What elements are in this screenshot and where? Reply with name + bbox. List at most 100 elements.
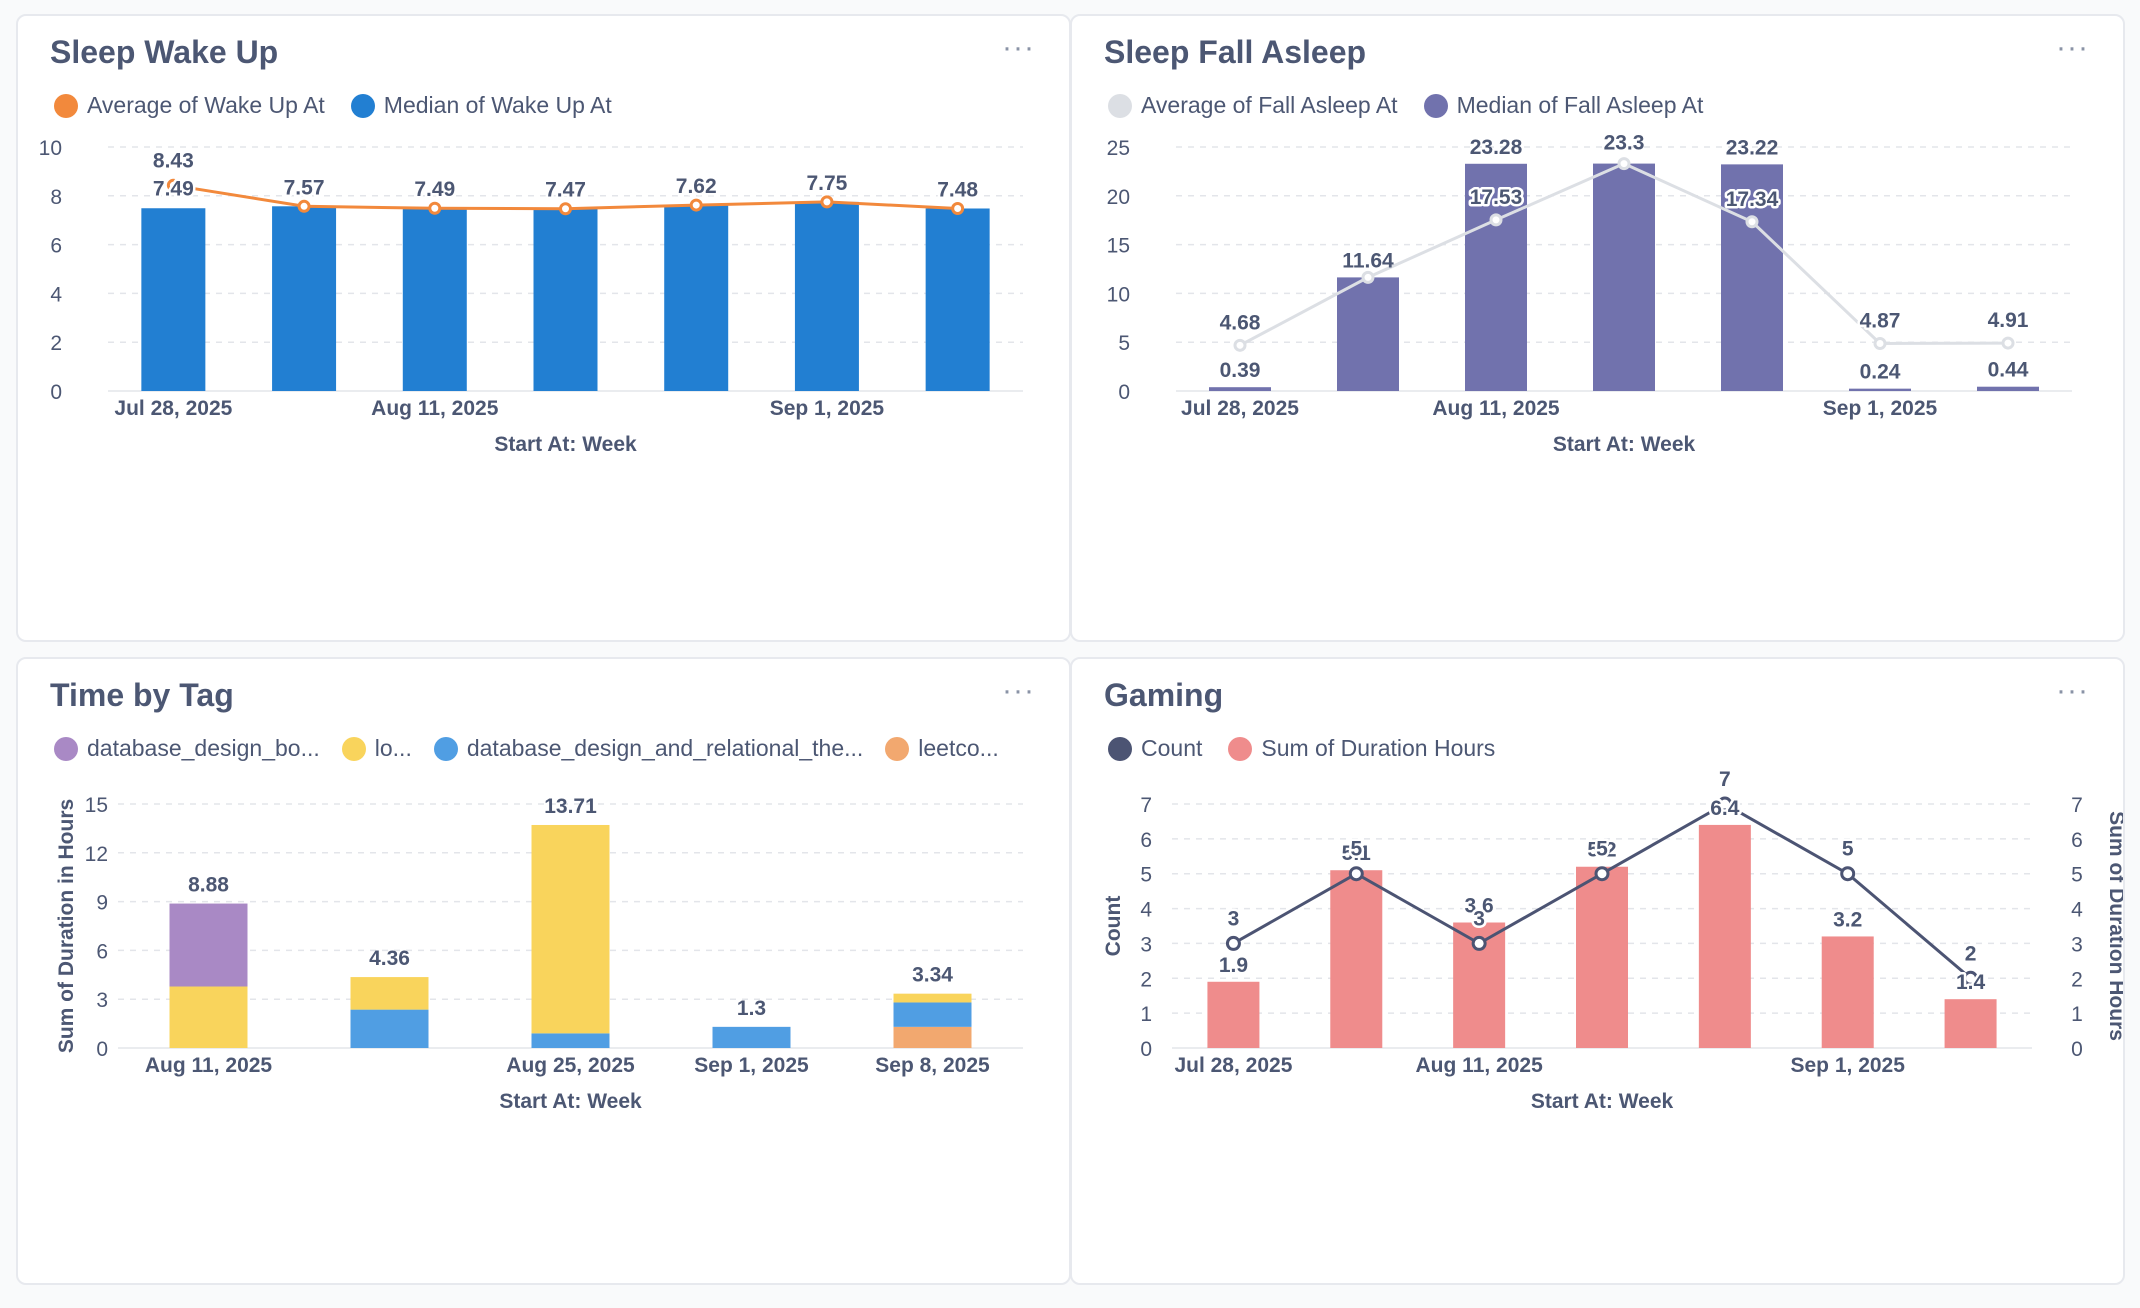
data-label-median: 23.22 [1726,136,1779,159]
y-tick-label: 1 [1140,1003,1152,1026]
legend-dot-icon [54,93,78,118]
data-label-total: 4.36 [369,947,410,970]
y-tick-label: 0 [50,381,62,404]
data-label-average: 4.87 [1860,309,1901,332]
legend-label: Median of Fall Asleep At [1456,92,1704,118]
point-average-fall-asleep [1873,336,1887,350]
bar-sum-duration-hours [1207,981,1260,1048]
more-options-icon[interactable]: ··· [1002,674,1035,707]
wake-up-chart: 0 2 4 6 8 10 7.49 7.57 7.49 7.47 7.62 7.75 7.48 8.43 J… [39,137,1023,456]
legend-item-database-design-relational[interactable]: database_design_and_relational_the... [433,735,863,762]
x-tick-label: Aug 11, 2025 [145,1054,273,1077]
legend-dot-icon [1228,736,1253,761]
point-average-wake-up [297,199,311,213]
legend-label: leetco... [918,735,999,761]
point-average-fall-asleep [1617,157,1631,171]
more-options-icon[interactable]: ··· [2056,31,2089,64]
x-axis-title: Start At: Week [1553,433,1696,456]
legend-item-average-fall-asleep[interactable]: Average of Fall Asleep At [1108,92,1398,119]
legend-dot-icon [341,736,366,761]
legend-item-sum-duration-hours[interactable]: Sum of Duration Hours [1228,735,1495,762]
y-tick-label: 3 [1140,933,1152,956]
data-label-median: 7.57 [284,176,325,199]
bar-segment [712,1026,791,1048]
more-options-icon[interactable]: ··· [2056,674,2089,707]
y-right-tick-label: 3 [2071,933,2083,956]
time-by-tag-chart: 0 3 6 9 12 15 8.88 4.36 13.71 1.3 3.34 Sum of Durat… [55,794,1023,1113]
data-label-median: 7.47 [545,179,586,202]
data-label-hours: 3.6 [1465,895,1494,918]
legend-item-leetco[interactable]: leetco... [885,735,999,762]
y-tick-label: 8 [50,186,62,209]
legend: Count Sum of Duration Hours [1108,735,1495,762]
card-title: Sleep Wake Up [50,34,279,70]
point-count [1963,970,1979,986]
legend-item-database-design-bo[interactable]: database_design_bo... [54,735,320,762]
legend-label: Median of Wake Up At [383,92,612,118]
data-label-total: 3.34 [912,964,953,987]
sleep-wake-up-card: Sleep Wake Up ··· Average of Wake Up At … [16,14,1071,642]
point-count [1717,796,1733,812]
legend-dot-icon [885,736,910,761]
y-tick-label: 10 [39,137,62,160]
x-tick-label: Aug 25, 2025 [506,1054,635,1077]
x-tick-label: Sep 1, 2025 [770,397,885,420]
bar-sum-duration-hours [1330,870,1383,1048]
point-average-fall-asleep [1745,215,1759,229]
bar-sum-duration-hours [1698,824,1751,1048]
data-label-median: 0.39 [1220,359,1261,382]
bar-segment [169,986,248,1048]
data-label-average: 4.68 [1220,311,1261,334]
data-label-count: 7 [1719,768,1731,791]
data-label-count: 5 [1596,838,1608,861]
more-options-icon[interactable]: ··· [1002,31,1035,64]
x-tick-label: Aug 11, 2025 [1432,397,1560,420]
bar-segment [893,1026,972,1048]
bar-segment [531,824,610,1034]
y-tick-label: 20 [1107,186,1130,209]
legend-item-median-fall-asleep[interactable]: Median of Fall Asleep At [1423,92,1704,119]
data-label-total: 13.71 [544,795,597,818]
point-average-wake-up [951,201,965,215]
point-count [1594,866,1610,882]
y-tick-label: 15 [1107,235,1130,258]
data-label-median: 7.49 [153,177,194,200]
data-label-hours: 5.1 [1342,842,1372,865]
bar-segment [169,903,248,987]
bar-segment [350,1009,429,1048]
x-tick-label: Jul 28, 2025 [1174,1054,1292,1077]
legend-item-average-wake-up[interactable]: Average of Wake Up At [54,92,325,119]
data-label-count: 3 [1473,907,1485,930]
bar-median-wake-up [794,201,859,391]
bar-segment [531,1033,610,1048]
data-label-count: 2 [1965,942,1977,965]
legend-item-lo[interactable]: lo... [341,735,412,762]
point-count [1225,935,1241,951]
legend-label: Sum of Duration Hours [1261,735,1496,761]
x-tick-label: Aug 11, 2025 [371,397,499,420]
legend: Average of Fall Asleep At Median of Fall… [1108,92,1703,119]
bar-median-fall-asleep [1849,388,1911,391]
data-label-median: 0.24 [1860,361,1901,384]
point-average-fall-asleep [2001,336,2015,350]
bar-segment [350,977,429,1010]
y-right-tick-label: 2 [2071,968,2083,991]
fall-asleep-chart: 0 5 10 15 20 25 0.39 11.64 23.28 23.3 23.22 0.24 0.4… [1107,132,2072,456]
legend-item-median-wake-up[interactable]: Median of Wake Up At [350,92,612,119]
sleep-fall-asleep-card: Sleep Fall Asleep ··· Average of Fall As… [1070,14,2125,642]
bar-median-wake-up [141,208,206,391]
x-tick-label: Sep 1, 2025 [1791,1054,1906,1077]
x-tick-label: Sep 1, 2025 [694,1054,809,1077]
y-tick-label: 5 [1140,864,1152,887]
y-tick-label: 7 [1140,794,1152,817]
y-tick-label: 25 [1107,137,1130,160]
y-right-tick-label: 7 [2071,794,2083,817]
y-right-tick-label: 4 [2071,899,2083,922]
x-axis-title: Start At: Week [494,433,637,456]
data-label-count: 3 [1228,907,1240,930]
card-title: Gaming [1104,677,1224,713]
legend-item-count[interactable]: Count [1108,735,1202,762]
data-label-average: 17.34 [1726,188,1779,211]
y-tick-label: 9 [96,892,108,915]
data-label-median: 11.64 [1342,249,1394,272]
